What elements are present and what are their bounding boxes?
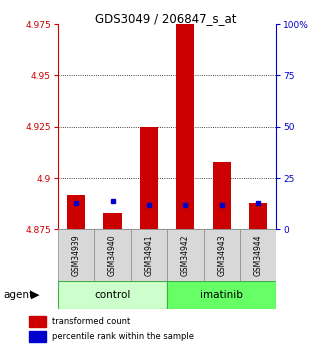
Bar xyxy=(58,281,167,309)
Text: transformed count: transformed count xyxy=(52,317,130,326)
Bar xyxy=(131,229,167,281)
Text: ▶: ▶ xyxy=(31,290,40,300)
Text: GSM34939: GSM34939 xyxy=(71,235,81,276)
Text: GSM34943: GSM34943 xyxy=(217,235,226,276)
Bar xyxy=(29,315,46,327)
Text: GSM34942: GSM34942 xyxy=(181,235,190,276)
Bar xyxy=(140,127,158,229)
Bar xyxy=(240,229,276,281)
Bar xyxy=(167,281,276,309)
Text: GSM34944: GSM34944 xyxy=(254,235,263,276)
Bar xyxy=(176,24,194,229)
Bar xyxy=(58,229,94,281)
Text: control: control xyxy=(94,290,131,300)
Bar xyxy=(29,331,46,342)
Bar xyxy=(94,229,131,281)
Text: GSM34941: GSM34941 xyxy=(144,235,154,276)
Text: percentile rank within the sample: percentile rank within the sample xyxy=(52,332,194,341)
Text: imatinib: imatinib xyxy=(200,290,243,300)
Bar xyxy=(103,213,122,229)
Text: GSM34940: GSM34940 xyxy=(108,235,117,276)
Text: GDS3049 / 206847_s_at: GDS3049 / 206847_s_at xyxy=(95,12,236,25)
Bar xyxy=(204,229,240,281)
Bar xyxy=(67,195,85,229)
Bar xyxy=(213,162,231,229)
Text: agent: agent xyxy=(3,290,33,300)
Bar xyxy=(167,229,204,281)
Bar xyxy=(249,203,267,229)
